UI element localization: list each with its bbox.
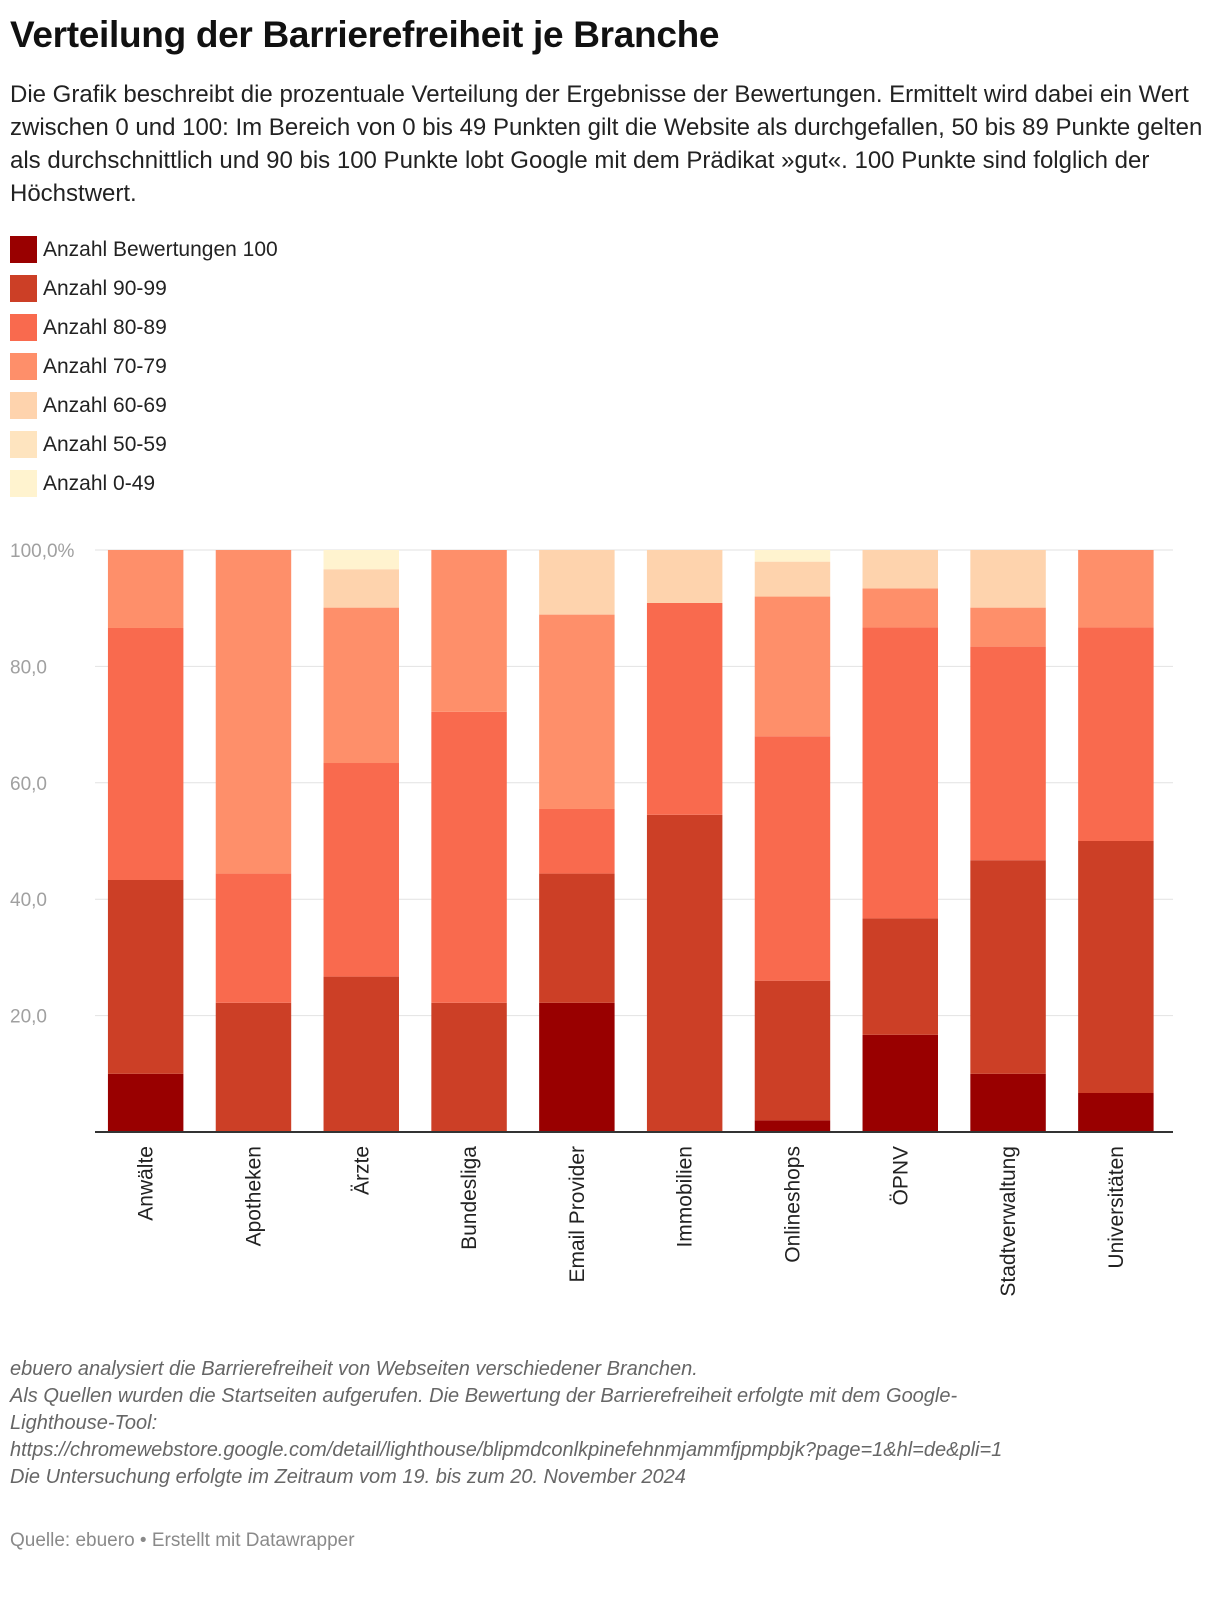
bar-segment bbox=[539, 873, 615, 1003]
stacked-bar-chart: 20,0 40,0 60,0 80,0 100,0% Anwälte Apotheken Är… bbox=[10, 541, 1173, 1297]
bar-segment bbox=[539, 1002, 615, 1132]
bar-segment bbox=[539, 614, 615, 809]
bar-segment bbox=[215, 873, 292, 1003]
legend-label: Anzahl Bewertungen 100 bbox=[43, 237, 278, 261]
legend-label: Anzahl 60-69 bbox=[43, 393, 167, 417]
bar-segment bbox=[754, 550, 831, 562]
legend-swatch bbox=[10, 392, 37, 419]
legend-label: Anzahl 0-49 bbox=[43, 471, 156, 495]
legend-swatch bbox=[10, 470, 37, 497]
bar-segment bbox=[539, 808, 615, 874]
x-category-label: Apotheken bbox=[242, 1146, 265, 1246]
source-credit: Quelle: ebuero • Erstellt mit Datawrappe… bbox=[10, 1530, 355, 1551]
chart-notes: ebuero analysiert die Barrierefreiheit v… bbox=[10, 1356, 1210, 1491]
bar-segment bbox=[1078, 627, 1154, 841]
bar-segment bbox=[646, 814, 723, 1132]
note-line: Als Quellen wurden die Startseiten aufge… bbox=[10, 1385, 958, 1407]
legend-swatch bbox=[10, 353, 37, 380]
legend-swatch bbox=[10, 275, 37, 302]
x-category-label: Anwälte bbox=[135, 1146, 158, 1221]
bar-segment bbox=[646, 602, 723, 815]
bar-segment bbox=[970, 860, 1046, 1074]
bar-segment bbox=[107, 627, 184, 880]
bar-segment bbox=[862, 588, 938, 628]
bar-segment bbox=[323, 763, 399, 977]
y-tick-label: 20,0 bbox=[10, 1007, 47, 1028]
bar-segment bbox=[323, 607, 399, 764]
legend-swatch bbox=[10, 431, 37, 458]
legend-item: Anzahl 90-99 bbox=[10, 269, 278, 308]
legend-label: Anzahl 70-79 bbox=[43, 354, 167, 378]
legend-item: Anzahl 80-89 bbox=[10, 308, 278, 347]
bar-segment bbox=[970, 646, 1046, 861]
legend-item: Anzahl 60-69 bbox=[10, 386, 278, 425]
bar-segment bbox=[754, 736, 831, 981]
bar-segment bbox=[862, 627, 938, 919]
bar-segment bbox=[970, 1073, 1046, 1132]
legend-item: Anzahl 70-79 bbox=[10, 347, 278, 386]
bar-segment bbox=[323, 976, 399, 1132]
note-line: ebuero analysiert die Barrierefreiheit v… bbox=[10, 1358, 698, 1380]
x-category-label: ÖPNV bbox=[889, 1146, 912, 1206]
bar-segment bbox=[862, 918, 938, 1035]
bar-segment bbox=[1078, 1093, 1154, 1132]
chart-subtitle: Die Grafik beschreibt die prozentuale Ve… bbox=[10, 81, 1203, 207]
y-tick-label: 80,0 bbox=[10, 657, 47, 678]
bar-segment bbox=[646, 550, 723, 603]
bar-segment bbox=[862, 550, 938, 589]
bar-segment bbox=[754, 1120, 831, 1132]
x-category-label: Ärzte bbox=[350, 1146, 373, 1195]
x-category-label: Universitäten bbox=[1105, 1146, 1128, 1269]
bar-segment bbox=[431, 550, 507, 712]
bar-segment bbox=[107, 1073, 184, 1132]
note-url: https://chromewebstore.google.com/detail… bbox=[10, 1439, 1003, 1461]
legend-swatch bbox=[10, 314, 37, 341]
note-line: Lighthouse-Tool: bbox=[10, 1412, 158, 1434]
bar-segment bbox=[215, 550, 292, 874]
chart-legend: Anzahl Bewertungen 100 Anzahl 90-99 Anzahl… bbox=[10, 230, 278, 503]
bar-segment bbox=[754, 561, 831, 597]
bar-segment bbox=[107, 550, 184, 628]
y-tick-label: 40,0 bbox=[10, 890, 47, 911]
bar-segment bbox=[431, 711, 507, 1003]
bar-segment bbox=[970, 607, 1046, 647]
x-category-label: Stadtverwaltung bbox=[997, 1146, 1020, 1297]
bar-segment bbox=[539, 550, 615, 615]
bar-segment bbox=[1078, 841, 1154, 1094]
x-category-label: Email Provider bbox=[566, 1146, 589, 1283]
legend-item: Anzahl 50-59 bbox=[10, 425, 278, 464]
bar-segment bbox=[754, 596, 831, 737]
note-line: Die Untersuchung erfolgte im Zeitraum vo… bbox=[10, 1466, 686, 1488]
bar-segment bbox=[107, 879, 184, 1074]
bar-segment bbox=[323, 569, 399, 608]
legend-item: Anzahl Bewertungen 100 bbox=[10, 230, 278, 269]
legend-swatch bbox=[10, 236, 37, 263]
y-tick-label: 100,0% bbox=[10, 541, 75, 562]
bar-segment bbox=[323, 550, 399, 570]
chart-title: Verteilung der Barrierefreiheit je Branc… bbox=[10, 14, 720, 55]
legend-label: Anzahl 50-59 bbox=[43, 432, 167, 456]
bar-segment bbox=[862, 1034, 938, 1132]
x-category-label: Bundesliga bbox=[458, 1146, 481, 1250]
x-category-label: Immobilien bbox=[674, 1146, 697, 1248]
x-category-label: Onlineshops bbox=[781, 1146, 804, 1263]
y-tick-label: 60,0 bbox=[10, 774, 47, 795]
bar-segment bbox=[970, 550, 1046, 608]
legend-item: Anzahl 0-49 bbox=[10, 464, 278, 503]
legend-label: Anzahl 80-89 bbox=[43, 315, 167, 339]
legend-label: Anzahl 90-99 bbox=[43, 276, 167, 300]
bar-segment bbox=[1078, 550, 1154, 628]
bar-segment bbox=[431, 1002, 507, 1132]
bar-segment bbox=[215, 1002, 292, 1132]
bar-segment bbox=[754, 980, 831, 1121]
